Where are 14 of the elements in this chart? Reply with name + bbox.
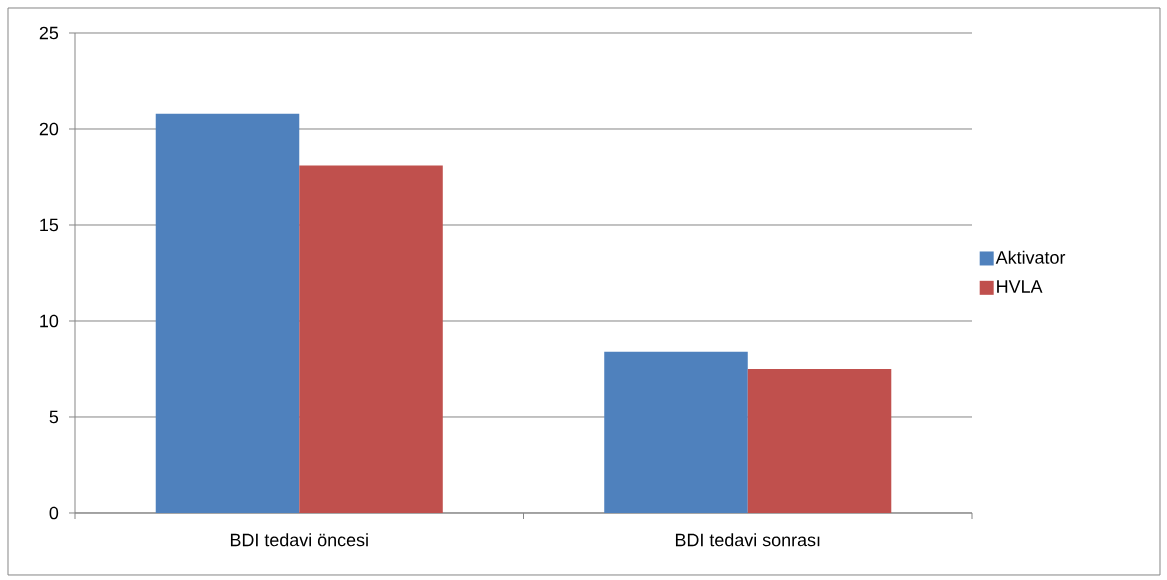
y-tick-label: 10 xyxy=(40,314,59,328)
y-tick-label: 25 xyxy=(39,26,59,40)
legend-label: Aktivator xyxy=(995,250,1066,264)
y-tick-label: 0 xyxy=(49,506,59,520)
legend-label: HVLA xyxy=(997,280,1043,293)
bar xyxy=(155,113,300,513)
bar xyxy=(604,351,748,513)
y-tick-label: 20 xyxy=(39,122,59,136)
x-tick-label: BDI tedavi sonrası xyxy=(675,533,820,547)
bar xyxy=(747,368,892,513)
x-tick-label: BDI tedavi öncesi xyxy=(230,533,368,547)
y-tick-label: 5 xyxy=(49,410,59,424)
bar xyxy=(299,165,443,513)
y-tick-label: 15 xyxy=(40,218,59,232)
